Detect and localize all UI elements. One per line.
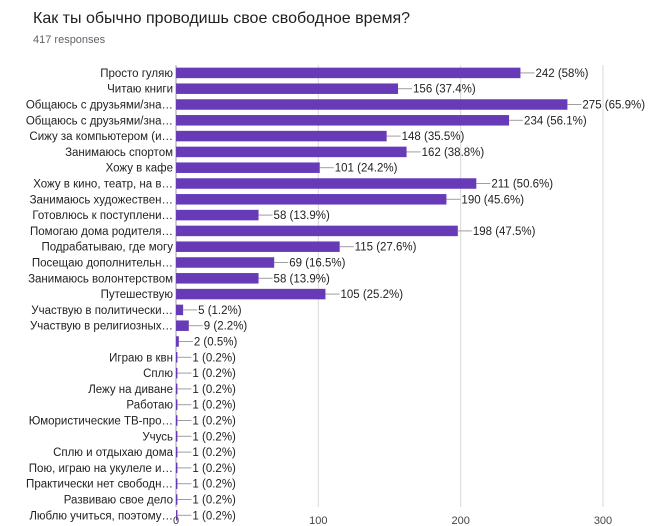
category-label: Участвую в политически… [31,305,173,317]
category-label: Учусь [142,431,173,443]
chart-bars [176,67,568,521]
category-label: Сплю [143,368,173,380]
data-label: 211 (50.6%) [491,179,553,191]
data-label: 5 (1.2%) [198,305,242,317]
bar [176,431,178,442]
x-axis-ticks: 0 100 200 300 [173,515,612,526]
bar [176,225,458,237]
category-label: Подрабатываю, где могу [41,242,173,254]
response-count: 417 responses [33,34,106,46]
data-label: 156 (37.4%) [413,84,476,96]
x-tick-label: 100 [309,515,327,526]
bar [176,494,178,505]
data-label: 1 (0.2%) [192,384,236,396]
category-label: Лежу на диване [88,384,173,396]
category-label: Люблю учиться, поэтому… [29,510,173,522]
data-label: 1 (0.2%) [192,368,236,380]
bar [176,209,259,221]
data-label: 234 (56.1%) [524,115,587,127]
category-label: Юмористические ТВ-про… [29,416,173,428]
category-label: Участвую в религиозных… [30,321,173,333]
bar [176,367,178,379]
bar [176,415,178,426]
value-labels: 242 (58%) 156 (37.4%) 275 (65.9%) 234 (56.1… [177,68,645,522]
bar [176,510,178,521]
data-label: 1 (0.2%) [192,510,236,522]
category-label: Посещаю дополнительн… [32,258,173,270]
bar [176,83,399,94]
bar [176,446,178,458]
category-label: Просто гуляю [100,68,173,80]
category-label: Помогаю дома родителя… [30,226,173,238]
bar [176,288,326,300]
data-label: 2 (0.5%) [194,337,238,349]
bar [176,399,178,410]
x-tick-label: 300 [594,515,612,526]
bar [176,241,340,252]
data-label: 1 (0.2%) [192,416,236,428]
data-label: 198 (47.5%) [473,226,536,238]
data-label: 58 (13.9%) [274,210,330,222]
category-label: Развиваю свое дело [64,495,173,507]
bar [176,162,320,173]
category-label: Общаюсь с друзьями/зна… [26,115,173,127]
data-label: 115 (27.6%) [355,242,417,254]
category-label: Сплю и отдыхаю дома [53,447,174,459]
data-label: 101 (24.2%) [335,163,398,175]
bar [176,115,510,126]
data-label: 1 (0.2%) [192,447,236,459]
data-label: 1 (0.2%) [192,352,236,364]
data-label: 1 (0.2%) [192,495,236,507]
data-label: 242 (58%) [535,68,588,80]
data-label: 1 (0.2%) [192,479,236,491]
data-label: 1 (0.2%) [192,400,236,412]
bar [176,67,521,79]
data-label: 190 (45.6%) [461,194,524,206]
category-label: Сижу за компьютером (и… [29,131,173,143]
bar [176,146,407,158]
bar [176,478,178,489]
category-label: Работаю [126,400,173,412]
chart-title: Как ты обычно проводишь свое свободное в… [33,10,410,27]
x-tick-label: 200 [451,515,469,526]
category-label: Пою, играю на укулеле и… [29,463,173,475]
category-label: Путешествую [101,289,174,301]
category-label: Хожу в кино, театр, на в… [33,179,173,191]
bar [176,130,387,142]
x-tick-label: 0 [173,515,179,526]
category-label: Играю в квн [109,352,173,364]
bar [176,99,568,110]
category-label: Читаю книги [107,84,173,96]
bar [176,320,189,331]
category-label: Занимаюсь спортом [65,147,173,159]
category-label: Занимаюсь волонтерством [28,273,173,285]
category-label: Общаюсь с друзьями/зна… [26,100,173,112]
category-label: Готовлюсь к поступлени… [32,210,173,222]
bar [176,336,179,347]
bar [176,383,178,395]
data-label: 275 (65.9%) [582,100,645,112]
data-label: 69 (16.5%) [289,258,345,270]
category-label: Практически нет свободн… [26,479,173,491]
data-label: 58 (13.9%) [274,273,330,285]
category-label: Занимаюсь художествен… [30,194,173,206]
bar [176,257,275,268]
data-label: 1 (0.2%) [192,463,236,475]
bar [176,273,259,284]
bar [176,194,447,205]
bar [176,462,178,474]
data-label: 105 (25.2%) [340,289,403,301]
bar [176,178,477,189]
bar [176,304,184,316]
data-label: 148 (35.5%) [402,131,465,143]
category-label: Хожу в кафе [106,163,173,175]
data-label: 162 (38.8%) [422,147,485,159]
bar [176,352,178,363]
data-label: 9 (2.2%) [204,321,248,333]
data-label: 1 (0.2%) [192,431,236,443]
category-labels: Просто гуляю Читаю книги Общаюсь с друзьям… [26,68,174,522]
